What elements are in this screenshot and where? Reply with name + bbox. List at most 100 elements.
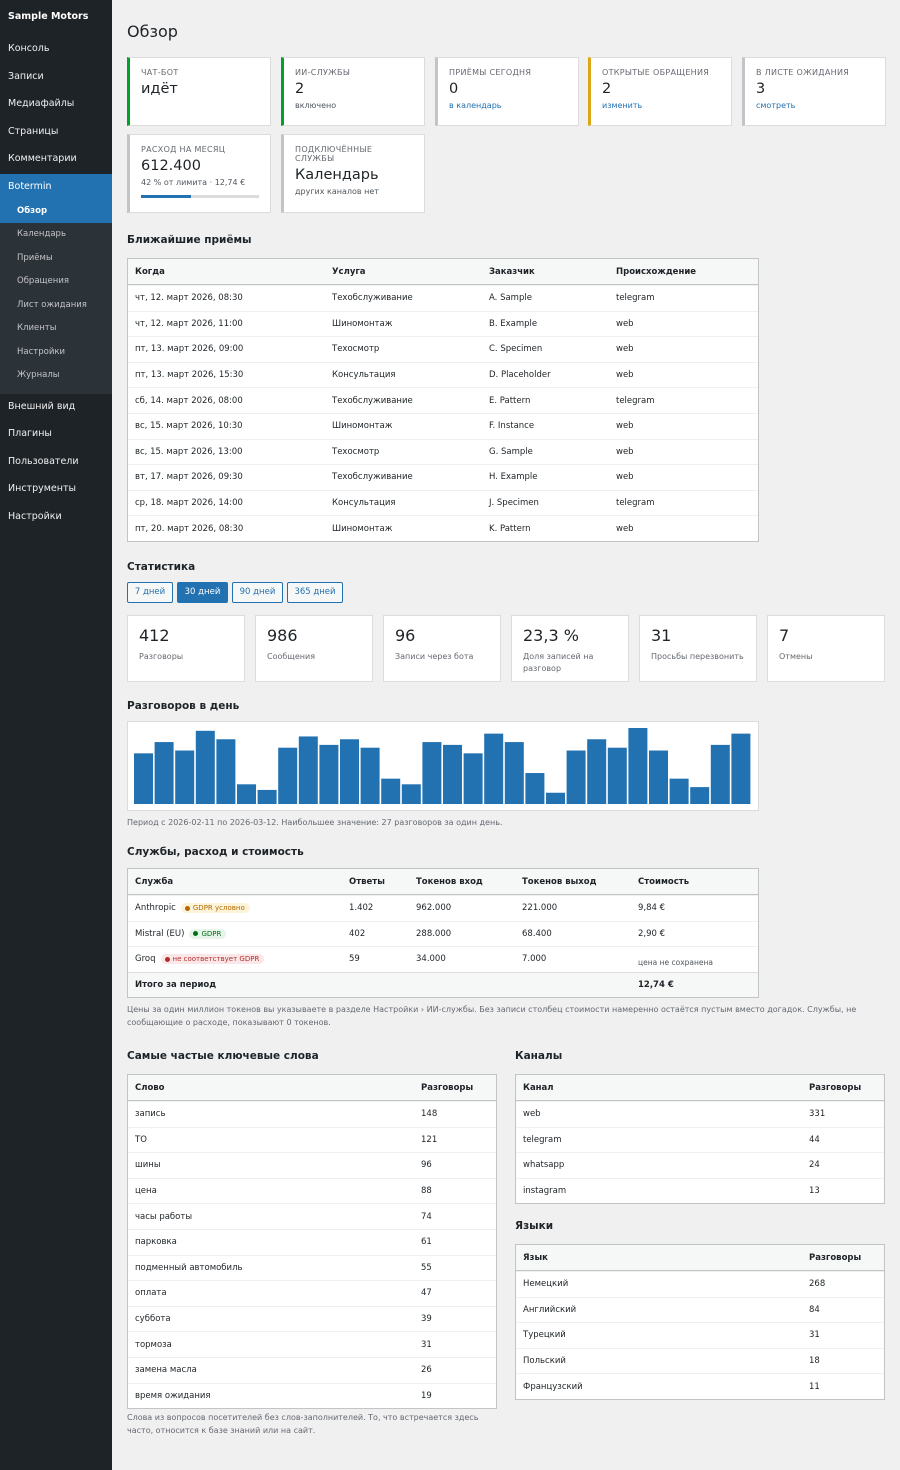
table-row: ср, 18. март 2026, 14:00 Консультация J. S…	[128, 489, 758, 516]
submenu-item[interactable]: Календарь	[17, 229, 66, 239]
table-cell: ТО	[135, 1134, 147, 1145]
section-title: Службы, расход и стоимость	[127, 846, 304, 858]
menu-item[interactable]: Инструменты	[8, 483, 76, 494]
table-cell: 962.000	[416, 903, 452, 914]
site-name[interactable]: Sample Motors	[8, 11, 89, 22]
table: Язык Разговоры Немецкий 268 Английский 84 Туре…	[515, 1244, 885, 1400]
menu-item[interactable]: Медиафайлы	[8, 98, 75, 109]
range-button[interactable]: 365 дней	[287, 582, 343, 603]
tile-value: 7	[779, 626, 790, 645]
badge-text: GDPR условно	[192, 904, 245, 913]
card-sub: других каналов нет	[295, 187, 379, 196]
submenu-item[interactable]: Лист ожидания	[17, 299, 87, 310]
range-button[interactable]: 30 дней	[177, 582, 228, 603]
menu-item[interactable]: Записи	[8, 70, 44, 82]
table-cell: 84	[809, 1304, 820, 1315]
table-cell: telegram	[616, 293, 655, 304]
menu-item[interactable]: Консоль	[8, 43, 50, 54]
table-cell: время ожидания	[135, 1390, 211, 1401]
bar-chart	[134, 728, 751, 804]
table-cell: пт, 13. март 2026, 09:00	[135, 344, 244, 355]
card-value: 0	[449, 81, 459, 97]
submenu-item[interactable]: Обращения	[17, 276, 69, 286]
submenu-item[interactable]: Клиенты	[17, 323, 57, 333]
card-link[interactable]: изменить	[602, 101, 643, 110]
tile-value: 986	[267, 626, 298, 645]
table-cell: 18	[809, 1356, 820, 1367]
table-row: Немецкий 268	[516, 1271, 884, 1297]
table-cell: Консультация	[332, 498, 396, 509]
submenu-item[interactable]: Приёмы	[17, 252, 53, 263]
table-cell: instagram	[523, 1186, 567, 1197]
submenu-item[interactable]: Обзор	[0, 199, 112, 223]
bar	[587, 739, 607, 804]
tile-label: Разговоры	[139, 652, 184, 661]
card-link[interactable]: в календарь	[449, 101, 502, 110]
bar	[546, 792, 565, 804]
section-title: Самые частые ключевые слова	[127, 1050, 319, 1062]
section-title: Языки	[515, 1220, 554, 1232]
table-cell: 31	[809, 1330, 820, 1341]
progress-bar	[141, 195, 191, 198]
column-header: Токенов выход	[522, 876, 597, 887]
service-name: Anthropic GDPR условно	[135, 903, 250, 914]
card-label: В ЛИСТЕ ОЖИДАНИЯ	[756, 68, 850, 77]
menu-item[interactable]: Страницы	[8, 125, 59, 137]
table-row: Groq не соответствует GDPR 59 34.000 7.000 це…	[128, 946, 758, 972]
table-cell: web	[616, 318, 634, 329]
table-row: часы работы 74	[128, 1203, 496, 1229]
menu-item[interactable]: Плагины	[8, 428, 52, 439]
chart-caption: Период с 2026-02-11 по 2026-03-12. Наибо…	[127, 818, 503, 827]
range-button[interactable]: 7 дней	[127, 582, 173, 603]
progress-track	[141, 195, 259, 198]
menu-item[interactable]: Настройки	[8, 510, 62, 522]
bar	[731, 733, 751, 804]
table-cell: 221.000	[522, 903, 558, 914]
table-cell: 34.000	[416, 954, 446, 965]
total-value: 12,74 €	[638, 980, 674, 991]
keywords-note: Слова из вопросов посетителей без слов-з…	[127, 1413, 479, 1435]
table-cell: web	[616, 344, 634, 355]
sidebar: Sample Motors Консоль Записи Медиафайлы Стра…	[0, 0, 112, 1470]
table-cell: 7.000	[522, 954, 547, 965]
table-row: вс, 15. март 2026, 13:00 Техосмотр G. Samp…	[128, 438, 758, 465]
table-cell: 9,84 €	[638, 903, 666, 914]
table-cell: оплата	[135, 1288, 167, 1299]
table-cell: чт, 12. март 2026, 08:30	[135, 293, 243, 304]
table-row: Французский 11	[516, 1373, 884, 1399]
column-header: Слово	[135, 1082, 165, 1093]
table-cell: A. Sample	[489, 293, 532, 304]
menu-item[interactable]: Комментарии	[8, 153, 77, 164]
table-cell: 1.402	[349, 903, 374, 914]
table-cell: Французский	[523, 1381, 583, 1392]
table-cell: 24	[809, 1160, 820, 1171]
section-title: Статистика	[127, 561, 196, 573]
table-cell: пт, 20. март 2026, 08:30	[135, 523, 244, 534]
menu-item[interactable]: Botermin	[0, 173, 112, 200]
table: Служба Ответы Токенов вход Токенов выход Сто…	[127, 868, 759, 999]
stat-card: ПОДКЛЮЧЁННЫЕ СЛУЖБЫ Календарь других канал…	[281, 134, 425, 213]
table-cell: 31	[421, 1339, 432, 1350]
submenu-item[interactable]: Настройки	[17, 346, 66, 357]
bar	[607, 747, 627, 804]
bar	[649, 750, 668, 804]
range-button[interactable]: 90 дней	[232, 582, 283, 603]
gdpr-badge: GDPR	[189, 928, 227, 939]
service-name: Groq не соответствует GDPR	[135, 954, 265, 965]
submenu-bg	[0, 199, 112, 394]
menu-item[interactable]: Пользователи	[8, 455, 79, 467]
stat-card: ПРИЁМЫ СЕГОДНЯ 0 в календарь	[435, 57, 579, 126]
table-row: Английский 84	[516, 1296, 884, 1323]
menu-item[interactable]: Внешний вид	[8, 400, 76, 412]
bar	[175, 750, 195, 804]
tile-value: 96	[395, 626, 416, 645]
table-row: пт, 13. март 2026, 15:30 Консультация D. P…	[128, 361, 758, 388]
table-row: оплата 47	[128, 1280, 496, 1306]
table-cell: 59	[349, 954, 360, 965]
section-title: Ближайшие приёмы	[127, 234, 252, 246]
table-cell: F. Instance	[489, 421, 535, 432]
column-header: Заказчик	[489, 266, 535, 277]
table-cell: E. Pattern	[489, 395, 531, 406]
submenu-item[interactable]: Журналы	[17, 370, 60, 380]
card-link[interactable]: смотреть	[756, 101, 796, 110]
